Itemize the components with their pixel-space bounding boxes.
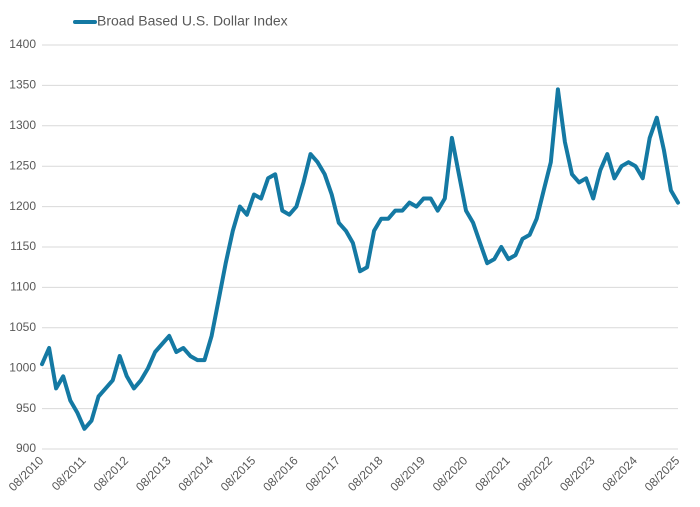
x-tick-label: 08/2020 — [430, 453, 471, 494]
x-tick-label: 08/2019 — [387, 453, 428, 494]
y-tick-label: 1250 — [9, 158, 36, 172]
x-tick-label: 08/2012 — [91, 453, 132, 494]
y-tick-label: 1050 — [9, 320, 36, 334]
x-tick-label: 08/2017 — [303, 453, 344, 494]
x-tick-label: 08/2015 — [218, 453, 259, 494]
x-tick-label: 08/2024 — [599, 453, 640, 494]
y-tick-label: 1150 — [10, 239, 36, 253]
x-tick-label: 08/2018 — [345, 453, 386, 494]
x-tick-label: 08/2021 — [472, 453, 513, 494]
y-tick-label: 1300 — [9, 118, 36, 132]
x-tick-label: 08/2014 — [175, 453, 216, 494]
x-tick-label: 08/2022 — [515, 453, 556, 494]
x-tick-label: 08/2016 — [260, 453, 301, 494]
x-tick-label: 08/2025 — [642, 453, 683, 494]
data-line — [40, 87, 680, 431]
y-tick-label: 1000 — [9, 360, 36, 374]
y-tick-label: 1200 — [9, 199, 36, 213]
y-tick-label: 950 — [16, 401, 36, 415]
x-tick-label: 08/2010 — [6, 453, 47, 494]
y-tick-label: 1100 — [10, 280, 36, 294]
x-tick-label: 08/2011 — [49, 453, 89, 493]
y-tick-label: 1350 — [9, 78, 36, 92]
y-tick-label: 1400 — [9, 37, 36, 51]
x-tick-label: 08/2023 — [557, 453, 598, 494]
y-tick-label: 900 — [16, 441, 36, 455]
legend-label: Broad Based U.S. Dollar Index — [97, 13, 288, 29]
x-tick-label: 08/2013 — [133, 453, 174, 494]
